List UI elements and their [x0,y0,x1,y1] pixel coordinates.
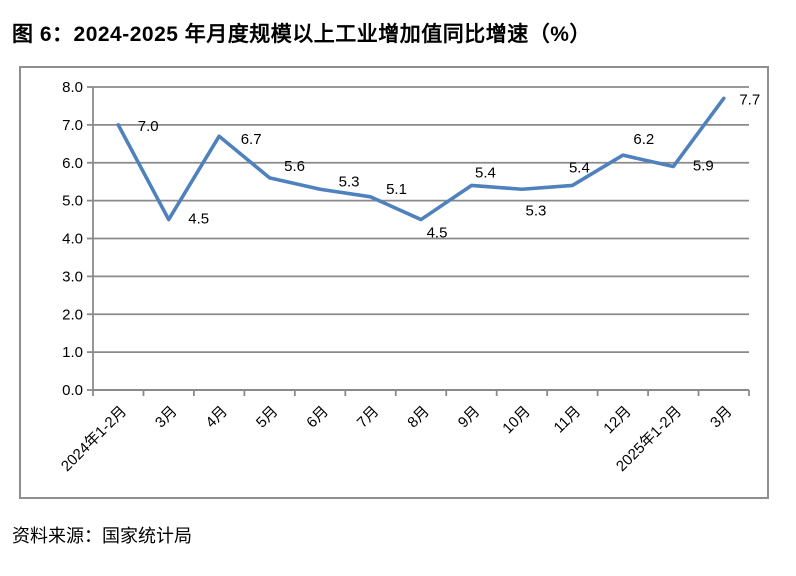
y-tick-label: 6.0 [62,155,83,172]
data-point-label: 5.3 [525,202,546,219]
x-tick-label: 10月 [499,403,533,437]
data-point-label: 6.2 [633,131,654,148]
data-point-label: 7.7 [739,91,760,108]
data-point-label: 7.0 [138,118,159,135]
data-point-label: 6.7 [241,131,262,148]
data-point-label: 5.6 [284,158,305,175]
source-note: 资料来源：国家统计局 [12,526,192,546]
y-tick-label: 8.0 [62,79,83,96]
y-tick-label: 3.0 [62,268,83,285]
chart-area: 0.0 1.0 2.0 3.0 4.0 5.0 6.0 7.0 8.0 2024年1-2月 3月 4月… [19,66,769,499]
x-tick-label: 4月 [202,403,231,432]
series-line [116,96,726,222]
data-point-label: 5.9 [693,158,714,175]
x-tick-label: 2024年1-2月 [58,403,130,475]
y-tick-label: 0.0 [62,382,83,399]
data-point-label: 5.4 [569,159,590,176]
data-point-label: 5.1 [386,181,407,198]
x-tick-label: 3月 [707,403,736,432]
line-chart-svg: 0.0 1.0 2.0 3.0 4.0 5.0 6.0 7.0 8.0 2024年1-2月 3月 4月… [58,79,760,475]
data-point-label: 4.5 [188,211,209,228]
y-tick-label: 1.0 [62,344,83,361]
y-tick-label: 2.0 [62,306,83,323]
data-point-label: 4.5 [427,225,448,242]
y-tick-label: 4.0 [62,231,83,248]
x-tick-label: 12月 [600,403,634,437]
y-tick-label: 7.0 [62,117,83,134]
x-tick-label: 6月 [303,403,332,432]
x-tick-label: 11月 [551,403,585,437]
x-tick-label: 8月 [404,403,433,432]
x-tick-label: 5月 [253,403,282,432]
x-tick-label: 3月 [152,403,181,432]
x-tick-label: 7月 [354,403,383,432]
data-point-label: 5.3 [339,173,360,190]
y-tick-label: 5.0 [62,193,83,210]
data-point-label: 5.4 [475,164,496,181]
line-chart: 0.0 1.0 2.0 3.0 4.0 5.0 6.0 7.0 8.0 2024年1-2月 3月 4月… [21,68,767,497]
x-tick-label: 9月 [455,403,484,432]
figure-title: 图 6：2024-2025 年月度规模以上工业增加值同比增速（%） [12,23,591,46]
